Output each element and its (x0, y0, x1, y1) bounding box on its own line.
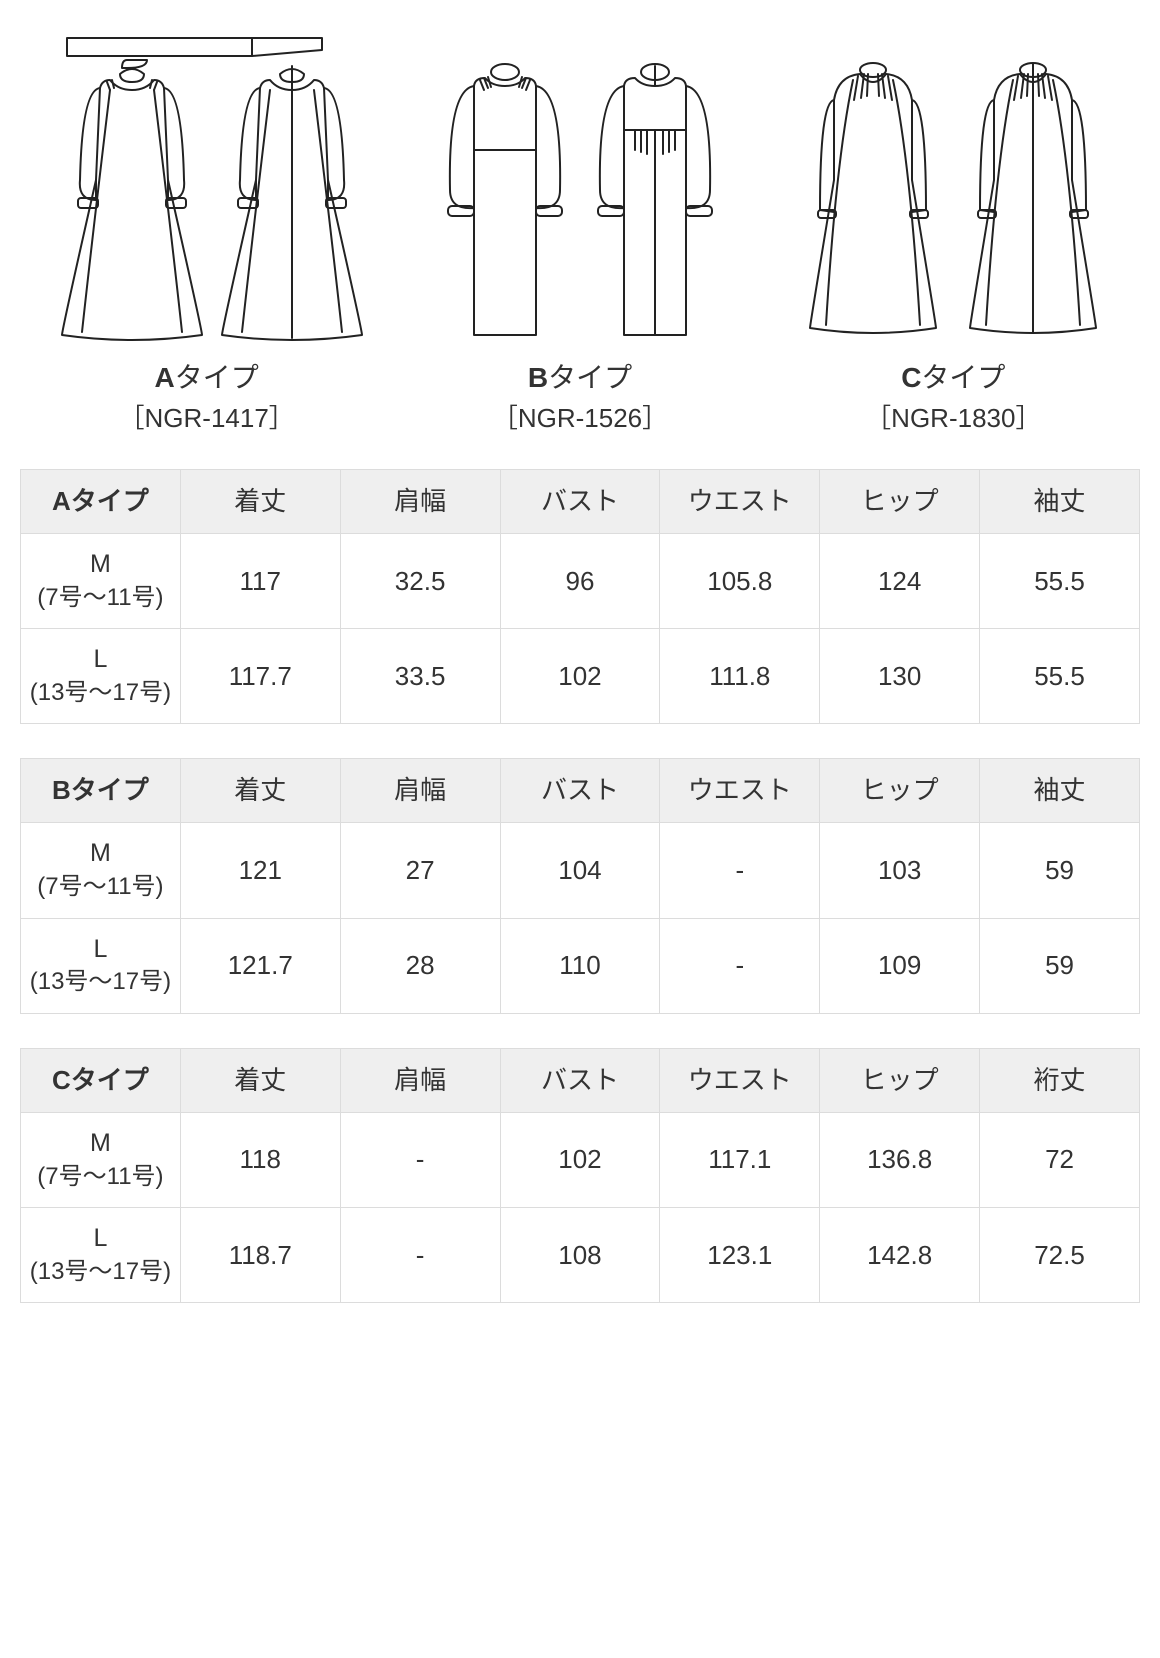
value-cell: 118 (180, 1112, 340, 1207)
column-header: バスト (500, 1048, 660, 1112)
value-cell: 102 (500, 1112, 660, 1207)
dress-b-icon (430, 50, 730, 350)
value-cell: 117.1 (660, 1112, 820, 1207)
table-row: L(13号～17号)118.7-108123.1142.872.5 (21, 1207, 1140, 1302)
value-cell: - (340, 1112, 500, 1207)
size-cell: L(13号～17号) (21, 629, 181, 724)
value-cell: - (660, 918, 820, 1013)
value-cell: 109 (820, 918, 980, 1013)
column-header: ヒップ (820, 1048, 980, 1112)
value-cell: 108 (500, 1207, 660, 1302)
table-row: M(7号～11号)11732.596105.812455.5 (21, 534, 1140, 629)
type-b-column: Bタイプ ［NGR-1526］ (393, 50, 766, 435)
value-cell: 130 (820, 629, 980, 724)
value-cell: - (340, 1207, 500, 1302)
dress-c-icon (788, 50, 1118, 350)
column-header: ヒップ (820, 759, 980, 823)
value-cell: 136.8 (820, 1112, 980, 1207)
type-b-code: ［NGR-1526］ (393, 398, 766, 435)
table-row: L(13号～17号)121.728110-10959 (21, 918, 1140, 1013)
value-cell: 123.1 (660, 1207, 820, 1302)
value-cell: 96 (500, 534, 660, 629)
dress-a-icon (42, 20, 372, 350)
value-cell: 124 (820, 534, 980, 629)
column-header: 袖丈 (980, 470, 1140, 534)
column-header: ウエスト (660, 1048, 820, 1112)
type-a-code: ［NGR-1417］ (20, 398, 393, 435)
column-header: 肩幅 (340, 1048, 500, 1112)
type-c-label: Cタイプ (767, 356, 1140, 396)
size-cell: L(13号～17号) (21, 918, 181, 1013)
value-cell: 111.8 (660, 629, 820, 724)
type-c-code: ［NGR-1830］ (767, 398, 1140, 435)
value-cell: 55.5 (980, 534, 1140, 629)
value-cell: 110 (500, 918, 660, 1013)
value-cell: 117.7 (180, 629, 340, 724)
size-cell: M(7号～11号) (21, 534, 181, 629)
table-title: Cタイプ (21, 1048, 181, 1112)
value-cell: 142.8 (820, 1207, 980, 1302)
value-cell: 102 (500, 629, 660, 724)
table-row: M(7号～11号)118-102117.1136.872 (21, 1112, 1140, 1207)
column-header: 袖丈 (980, 759, 1140, 823)
value-cell: 59 (980, 918, 1140, 1013)
type-a-column: Aタイプ ［NGR-1417］ (20, 20, 393, 435)
column-header: 着丈 (180, 470, 340, 534)
column-header: ウエスト (660, 470, 820, 534)
value-cell: 28 (340, 918, 500, 1013)
table-title: Bタイプ (21, 759, 181, 823)
dress-diagrams-row: Aタイプ ［NGR-1417］ (20, 20, 1140, 435)
value-cell: 117 (180, 534, 340, 629)
size-tables: Aタイプ着丈肩幅バストウエストヒップ袖丈M(7号～11号)11732.59610… (20, 469, 1140, 1303)
value-cell: - (660, 823, 820, 918)
value-cell: 33.5 (340, 629, 500, 724)
column-header: ウエスト (660, 759, 820, 823)
table-title: Aタイプ (21, 470, 181, 534)
column-header: 肩幅 (340, 470, 500, 534)
type-a-label: Aタイプ (20, 356, 393, 396)
type-b-label: Bタイプ (393, 356, 766, 396)
column-header: 着丈 (180, 759, 340, 823)
value-cell: 105.8 (660, 534, 820, 629)
value-cell: 27 (340, 823, 500, 918)
value-cell: 55.5 (980, 629, 1140, 724)
value-cell: 104 (500, 823, 660, 918)
column-header: バスト (500, 470, 660, 534)
column-header: 裄丈 (980, 1048, 1140, 1112)
size-cell: M(7号～11号) (21, 823, 181, 918)
value-cell: 121 (180, 823, 340, 918)
column-header: バスト (500, 759, 660, 823)
size-cell: L(13号～17号) (21, 1207, 181, 1302)
value-cell: 72 (980, 1112, 1140, 1207)
size-table-1: Bタイプ着丈肩幅バストウエストヒップ袖丈M(7号～11号)12127104-10… (20, 758, 1140, 1013)
value-cell: 32.5 (340, 534, 500, 629)
table-row: L(13号～17号)117.733.5102111.813055.5 (21, 629, 1140, 724)
column-header: 着丈 (180, 1048, 340, 1112)
table-row: M(7号～11号)12127104-10359 (21, 823, 1140, 918)
size-table-2: Cタイプ着丈肩幅バストウエストヒップ裄丈M(7号～11号)118-102117.… (20, 1048, 1140, 1303)
column-header: 肩幅 (340, 759, 500, 823)
value-cell: 121.7 (180, 918, 340, 1013)
value-cell: 103 (820, 823, 980, 918)
value-cell: 118.7 (180, 1207, 340, 1302)
type-c-column: Cタイプ ［NGR-1830］ (767, 50, 1140, 435)
size-cell: M(7号～11号) (21, 1112, 181, 1207)
value-cell: 72.5 (980, 1207, 1140, 1302)
size-table-0: Aタイプ着丈肩幅バストウエストヒップ袖丈M(7号～11号)11732.59610… (20, 469, 1140, 724)
value-cell: 59 (980, 823, 1140, 918)
column-header: ヒップ (820, 470, 980, 534)
